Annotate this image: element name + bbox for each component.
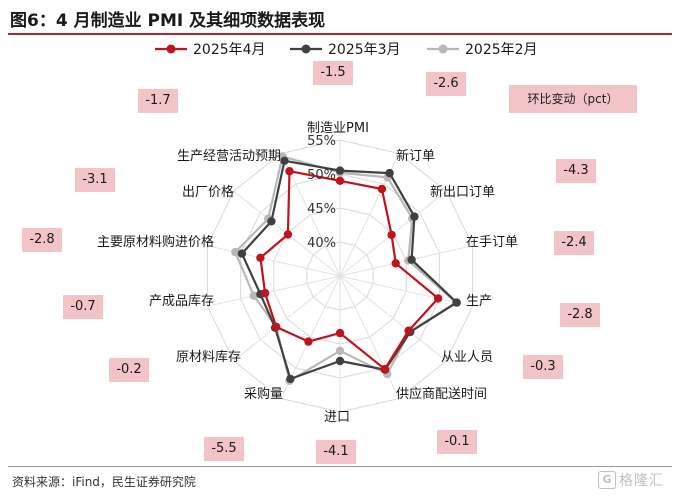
source-note: 资料来源：iFind，民生证券研究院: [12, 475, 196, 489]
series-point: [304, 337, 313, 346]
series-point: [404, 326, 413, 335]
series-point: [260, 288, 270, 298]
series-point: [256, 253, 265, 262]
watermark: G 格隆汇: [598, 470, 664, 490]
category-label: 主要原材料购进价格: [97, 234, 214, 250]
radar-series-layer: [231, 152, 461, 385]
mom-change-box: -1.7: [138, 89, 178, 113]
source-rule: [8, 466, 672, 467]
radar-grid: [206, 139, 474, 413]
legend-item: 2025年4月: [155, 42, 266, 58]
radial-tick-label: 45%: [307, 202, 336, 217]
series-point: [272, 322, 281, 332]
watermark-text: 格隆汇: [619, 473, 664, 489]
radar-spoke: [339, 275, 473, 307]
category-label: 供应商配送时间: [396, 386, 487, 402]
legend-label: 2025年3月: [328, 42, 401, 58]
radar-spoke: [339, 275, 400, 399]
series-point: [335, 166, 345, 175]
category-label: 采购量: [244, 386, 283, 402]
legend-label: 2025年4月: [193, 42, 266, 58]
radar-spoke: [207, 245, 341, 277]
series-line: [259, 170, 440, 371]
mom-change-box: -2.8: [22, 228, 62, 252]
series-point: [283, 230, 293, 239]
mom-change-box: -0.1: [437, 430, 477, 454]
mom-change-box: -0.3: [523, 355, 563, 379]
mom-change-box: -0.2: [109, 358, 149, 382]
category-label: 制造业PMI: [307, 121, 369, 136]
series-point: [249, 291, 258, 300]
mom-change-box: -4.3: [556, 159, 596, 183]
category-label: 新出口订单: [430, 184, 495, 200]
category-label: 进口: [324, 410, 350, 425]
legend-label: 2025年2月: [465, 42, 538, 58]
series-2: [237, 156, 461, 384]
series-point: [335, 356, 345, 366]
series-point: [377, 184, 387, 194]
category-label: 在手订单: [466, 235, 518, 250]
radar-spoke: [207, 275, 341, 307]
series-point: [335, 346, 345, 355]
series-point: [280, 156, 289, 165]
series-point: [410, 212, 419, 221]
legend-swatch-marker: [301, 44, 311, 54]
category-label: 新订单: [396, 148, 435, 164]
series-point: [385, 168, 394, 178]
series-point: [452, 298, 461, 307]
series-point: [335, 328, 345, 338]
watermark-logo-icon: G: [598, 471, 616, 489]
legend-swatch-marker: [166, 44, 176, 54]
series-point: [380, 364, 389, 374]
mom-change-box: -1.5: [313, 61, 353, 85]
category-label: 从业人员: [441, 350, 493, 365]
series-point: [407, 255, 416, 264]
category-label: 原材料库存: [176, 349, 241, 365]
category-label: 生产经营活动预期: [177, 149, 281, 164]
mom-change-box: -3.1: [75, 168, 115, 192]
mom-change-box: -2.8: [560, 303, 600, 327]
series-point: [391, 259, 400, 268]
legend-swatch-marker: [438, 44, 448, 54]
legend-item: 2025年3月: [290, 42, 401, 58]
series-point: [285, 167, 294, 176]
radar-spoke: [233, 275, 341, 362]
series-3: [231, 152, 461, 385]
series-point: [237, 249, 247, 258]
legend: 2025年4月 2025年3月 2025年2月: [155, 42, 538, 58]
radial-tick-label: 40%: [307, 236, 336, 251]
series-point: [335, 176, 345, 185]
mom-change-box: -2.4: [554, 231, 594, 255]
radial-tick-label: 50%: [307, 168, 336, 183]
mom-change-box: -4.1: [316, 440, 356, 464]
series-point: [286, 374, 295, 384]
series-line: [234, 155, 458, 382]
mom-change-box: -2.6: [426, 72, 466, 96]
category-label: 生产: [466, 294, 492, 309]
title-rule: [8, 33, 672, 35]
series-point: [267, 217, 276, 226]
mom-change-box: -0.7: [63, 295, 103, 319]
radar-spoke: [339, 275, 447, 362]
category-label: 产成品库存: [149, 293, 214, 309]
series-point: [387, 230, 396, 240]
legend-item: 2025年2月: [427, 42, 538, 58]
series-point: [433, 294, 443, 303]
series-point: [231, 247, 240, 257]
chart-title: 图6：4 月制造业 PMI 及其细项数据表现: [10, 11, 326, 31]
series-1: [256, 167, 443, 374]
category-label: 出厂价格: [182, 184, 234, 200]
mom-change-box: -5.5: [204, 437, 244, 461]
radar-ticks-layer: 40% 45% 50% 55%: [307, 134, 336, 251]
unit-label: 环比变动（pct）: [509, 85, 637, 113]
radial-tick-label: 55%: [307, 134, 336, 149]
